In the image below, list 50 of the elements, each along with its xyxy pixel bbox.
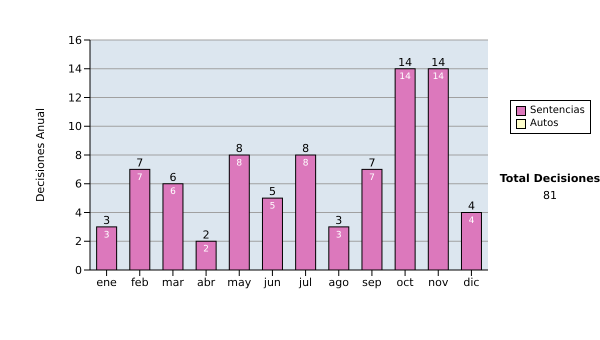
data-label: 7 bbox=[136, 172, 143, 183]
y-tick-label: 0 bbox=[75, 264, 82, 277]
x-tick-label: may bbox=[227, 276, 252, 289]
total-label: 3 bbox=[103, 214, 110, 227]
data-label: 3 bbox=[336, 230, 342, 240]
text: 81 bbox=[542, 189, 558, 202]
data-label: 8 bbox=[302, 158, 309, 168]
x-tick-label: jul bbox=[298, 276, 312, 289]
text: Total Decisiones bbox=[498, 172, 600, 185]
total-label: 5 bbox=[268, 185, 276, 198]
legend-label: Autos bbox=[530, 117, 558, 130]
total-label: 8 bbox=[236, 142, 243, 155]
y-tick-label: 8 bbox=[75, 148, 82, 162]
x-tick-label: dic bbox=[463, 276, 480, 289]
y-axis-title: Decisiones Anual bbox=[34, 108, 47, 202]
x-tick-label: mar bbox=[162, 276, 184, 289]
x-tick-label: ene bbox=[96, 276, 118, 289]
data-label: 5 bbox=[270, 202, 276, 212]
total-label: 7 bbox=[368, 156, 376, 170]
y-tick-label: 2 bbox=[75, 235, 82, 248]
x-tick-label: feb bbox=[130, 276, 149, 289]
y-tick-label: 14 bbox=[68, 62, 82, 76]
x-tick-label: ago bbox=[328, 276, 350, 289]
x-tick-label: nov bbox=[428, 276, 449, 289]
x-tick-label: sep bbox=[362, 276, 382, 289]
total-label: 14 bbox=[431, 56, 446, 69]
y-tick-label: 6 bbox=[75, 178, 82, 191]
y-tick-label: 12 bbox=[68, 91, 82, 104]
x-tick-label: jun bbox=[262, 276, 281, 289]
y-tick-label: 16 bbox=[68, 34, 82, 47]
total-label: 6 bbox=[169, 170, 176, 184]
y-tick-label: 10 bbox=[68, 120, 82, 134]
data-label: 7 bbox=[369, 172, 375, 183]
data-label: 6 bbox=[170, 187, 176, 198]
total-label: 3 bbox=[335, 214, 342, 227]
total-label: 7 bbox=[136, 156, 144, 170]
data-label: 2 bbox=[203, 244, 209, 255]
data-label: 14 bbox=[432, 72, 444, 82]
total-label: 4 bbox=[468, 200, 475, 212]
total-label: 14 bbox=[398, 56, 412, 69]
y-tick-label: 4 bbox=[75, 206, 82, 220]
data-label: 4 bbox=[468, 216, 475, 226]
total-label: 8 bbox=[302, 142, 310, 155]
total-label: 2 bbox=[202, 228, 210, 242]
data-label: 3 bbox=[104, 230, 110, 240]
legend-label: Sentencias bbox=[530, 104, 585, 117]
x-tick-label: oct bbox=[396, 276, 414, 289]
x-tick-label: abr bbox=[196, 276, 216, 289]
data-label: 8 bbox=[236, 158, 242, 168]
data-label: 14 bbox=[399, 72, 412, 82]
